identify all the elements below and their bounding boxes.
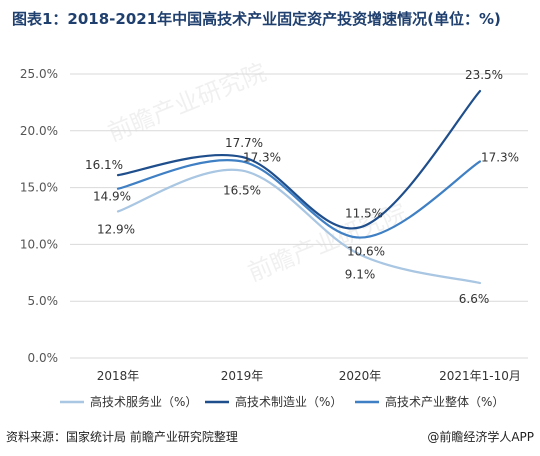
x-tick-label: 2018年 [97,369,140,383]
y-tick-label: 0.0% [28,351,59,365]
y-tick-label: 20.0% [20,124,58,138]
data-label-services: 12.9% [97,222,135,236]
data-label-manufacturing: 23.5% [465,68,503,82]
series-line-manufacturing [116,89,482,230]
data-label-overall: 14.9% [93,190,131,204]
series-line-services [116,168,482,285]
series-line-overall [116,159,482,239]
legend-label: 高技术服务业（%） [90,394,197,409]
legend-item-overall: 高技术产业整体（%） [355,394,504,409]
y-axis-ticks: 0.0% 5.0% 10.0% 15.0% 20.0% 25.0% [20,67,58,365]
source-note: 资料来源：国家统计局 前瞻产业研究院整理 [6,430,238,444]
y-tick-label: 5.0% [28,294,59,308]
y-tick-label: 15.0% [20,181,58,195]
data-label-manufacturing: 16.1% [85,158,123,172]
watermark-text: 前瞻产业研究院 [104,58,270,147]
data-label-manufacturing: 11.5% [345,206,383,220]
x-tick-label: 2020年 [339,369,382,383]
data-label-services: 9.1% [345,268,376,282]
legend-label: 高技术产业整体（%） [385,394,504,409]
legend-label: 高技术制造业（%） [235,394,342,409]
legend: 高技术服务业（%） 高技术制造业（%） 高技术产业整体（%） [60,394,504,409]
chart-title: 图表1：2018-2021年中国高技术产业固定资产投资增速情况(单位：%) [12,10,501,28]
data-label-services: 16.5% [223,184,261,198]
data-label-manufacturing: 17.7% [225,136,263,150]
data-label-overall: 10.6% [347,245,385,259]
y-tick-label: 10.0% [20,237,58,251]
data-label-services: 6.6% [459,292,490,306]
data-labels: 12.9% 16.5% 9.1% 6.6% 16.1% 17.7% 11.5% 23.5% 14… [85,68,519,306]
y-tick-label: 25.0% [20,67,58,81]
x-axis-ticks: 2018年 2019年 2020年 2021年1-10月 [97,369,521,383]
legend-item-services: 高技术服务业（%） [60,394,197,409]
x-tick-label: 2019年 [221,369,264,383]
data-label-overall: 17.3% [243,150,281,164]
x-tick-label: 2021年1-10月 [439,369,521,383]
data-label-overall: 17.3% [481,150,519,164]
brand-note: @前瞻经济学人APP [427,430,534,444]
legend-item-manufacturing: 高技术制造业（%） [205,394,342,409]
series-lines [116,89,482,285]
